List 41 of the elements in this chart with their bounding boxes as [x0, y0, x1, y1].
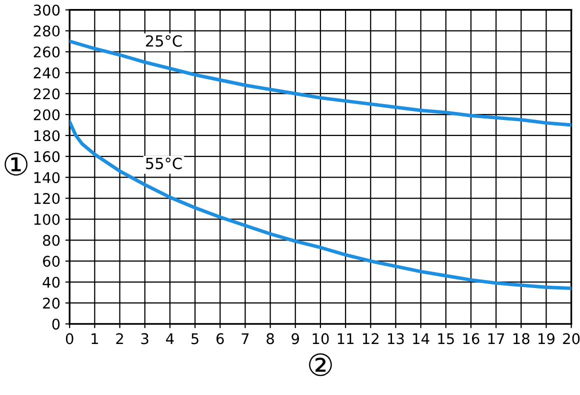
y-tick-label: 240 — [34, 67, 60, 78]
x-tick-label: 1 — [92, 333, 98, 344]
x-tick-label: 15 — [438, 333, 454, 344]
x-tick-label: 12 — [362, 333, 378, 344]
y-tick-label: 200 — [34, 109, 60, 120]
x-tick-label: 2 — [116, 333, 123, 344]
y-tick-label: 20 — [43, 298, 60, 309]
x-tick-label: 6 — [216, 333, 224, 344]
x-tick-label: 0 — [66, 333, 74, 344]
x-tick-label: 18 — [513, 333, 530, 344]
y-tick-label: 140 — [34, 172, 60, 184]
x-tick-label: 5 — [192, 333, 198, 344]
y-tick-label: 220 — [34, 88, 60, 100]
x-tick-label: 19 — [538, 333, 554, 344]
x-tick-label: 16 — [463, 333, 480, 344]
y-tick-label: 260 — [34, 46, 60, 58]
y-tick-label: 60 — [43, 256, 60, 267]
x-tick-label: 10 — [312, 333, 329, 344]
y-tick-label: 40 — [42, 276, 60, 288]
y-tick-label: 120 — [34, 193, 60, 204]
y-tick-label: 100 — [34, 214, 60, 225]
x-tick-label: 17 — [488, 333, 504, 344]
x-tick-label: 3 — [141, 333, 148, 344]
x-tick-label: 11 — [338, 333, 354, 344]
x-tick-label: 8 — [266, 333, 274, 344]
x-tick-label: 14 — [413, 333, 430, 344]
x-tick-label: 20 — [563, 333, 580, 344]
y-tick-label: 180 — [34, 130, 60, 142]
y-axis-title: ① — [4, 152, 28, 176]
y-tick-label: 300 — [34, 4, 60, 16]
x-tick-label: 4 — [166, 333, 174, 344]
x-tick-label: 9 — [292, 333, 299, 344]
y-tick-label: 160 — [34, 151, 60, 162]
y-tick-label: 80 — [43, 234, 60, 246]
x-tick-label: 13 — [388, 333, 404, 344]
x-axis-title: ② — [309, 353, 332, 376]
annotation: 25°C — [146, 35, 182, 47]
x-tick-label: 7 — [242, 333, 249, 344]
y-tick-label: 0 — [52, 318, 60, 330]
y-tick-label: 280 — [34, 26, 60, 37]
annotation: 55°C — [146, 158, 182, 170]
